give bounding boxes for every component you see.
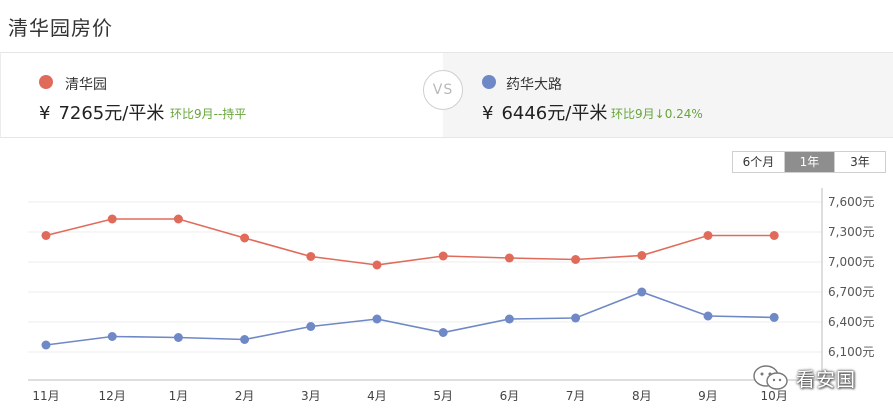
data-point-qinghuayuan [703,231,713,240]
left-price-value: 7265元/平米 [58,103,165,124]
range-tab-3-years[interactable]: 3年 [835,152,885,172]
range-tab-1-year[interactable]: 1年 [785,152,835,172]
data-point-qinghuayuan [306,252,316,261]
right-estate-name: 药华大路 [506,77,562,93]
line-chart-svg: 7,600元 7,300元 7,000元 6,700元 6,400元 6,100元 11月 1… [28,188,874,403]
y-tick-label: 6,400元 [828,315,874,329]
y-tick-label: 7,300元 [828,225,874,239]
data-point-qinghuayuan [637,251,647,260]
left-price-change: 环比9月--持平 [170,107,247,121]
data-point-qinghuayuan [769,231,779,240]
data-point-yaohuadalu [41,340,51,350]
data-point-yaohuadalu [107,332,117,341]
series-line-qinghuayuan [45,218,775,266]
data-point-qinghuayuan [504,253,514,263]
data-point-qinghuayuan [372,260,382,270]
watermark: 看安国 [752,364,856,392]
x-tick-label: 9月 [698,389,718,403]
wechat-icon [753,365,788,390]
right-currency: ¥ [482,103,494,124]
data-point-qinghuayuan [173,214,183,224]
data-point-yaohuadalu [769,312,779,322]
right-price: ¥6446元/平米 [482,99,607,125]
series-line-yaohuadalu [45,291,775,346]
x-tick-label: 11月 [32,389,59,403]
left-currency: ¥ [39,103,51,124]
y-tick-label: 6,100元 [828,345,874,359]
page-title: 清华园房价 [8,16,113,40]
left-series-dot [39,75,53,89]
data-point-yaohuadalu [240,335,250,344]
data-point-qinghuayuan [107,214,117,224]
data-point-yaohuadalu [504,314,514,324]
data-point-qinghuayuan [240,233,250,243]
x-tick-label: 8月 [632,389,652,403]
data-point-yaohuadalu [438,328,448,337]
x-tick-label: 6月 [500,389,520,403]
x-tick-label: 3月 [301,389,321,403]
x-tick-label: 2月 [235,389,255,403]
price-trend-chart: 7,600元 7,300元 7,000元 6,700元 6,400元 6,100元 11月 1… [0,138,893,416]
right-price-value: 6446元/平米 [501,103,608,124]
x-tick-label: 10月 [761,389,788,403]
data-point-yaohuadalu [703,311,713,321]
data-point-yaohuadalu [173,333,183,342]
data-point-yaohuadalu [571,313,581,323]
compare-left-panel: 清华园 ¥7265元/平米 环比9月--持平 [1,53,443,137]
left-price: ¥7265元/平米 [39,99,164,125]
comparison-card: 清华园 ¥7265元/平米 环比9月--持平 药华大路 ¥6446元/平米 环比… [0,52,893,138]
x-tick-label: 4月 [367,389,387,403]
watermark-text: 看安国 [796,368,857,391]
right-series-dot [482,75,496,89]
x-tick-label: 5月 [433,389,453,403]
y-tick-label: 7,600元 [828,195,874,209]
data-point-yaohuadalu [372,314,382,324]
vs-badge: VS [423,70,463,110]
data-point-qinghuayuan [571,255,581,264]
x-tick-label: 7月 [566,389,586,403]
right-price-change: 环比9月↓0.24% [611,107,703,121]
compare-right-panel: 药华大路 ¥6446元/平米 环比9月↓0.24% [443,53,893,137]
x-tick-label: 12月 [99,389,126,403]
data-point-qinghuayuan [41,231,51,240]
x-tick-label: 1月 [169,389,189,403]
data-point-yaohuadalu [306,322,316,331]
y-tick-label: 6,700元 [828,285,874,299]
left-estate-name: 清华园 [65,77,107,93]
data-point-yaohuadalu [637,287,647,297]
y-tick-label: 7,000元 [828,255,874,269]
data-point-qinghuayuan [438,251,448,261]
time-range-tabs: 6个月 1年 3年 [732,151,886,173]
range-tab-6-months[interactable]: 6个月 [733,152,785,172]
